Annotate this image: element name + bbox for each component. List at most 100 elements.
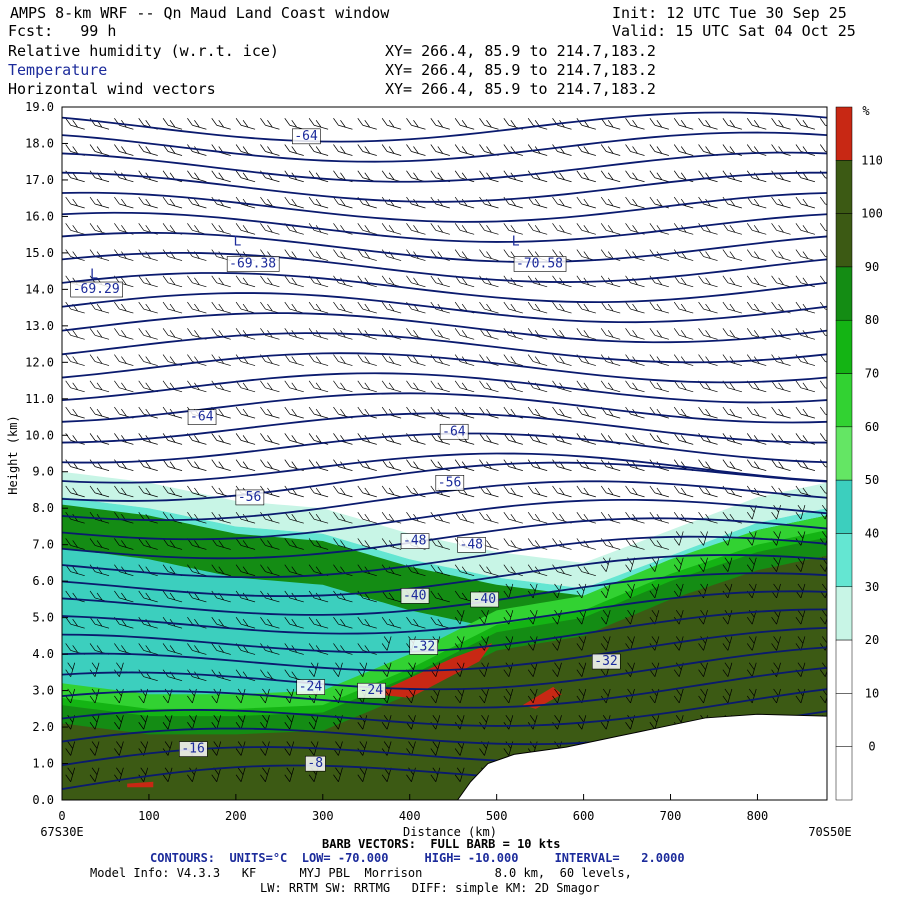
isotherm-line: [62, 646, 827, 691]
wind-barb: [722, 118, 742, 130]
y-tick-label: 6.0: [32, 574, 54, 588]
wind-barb: [357, 301, 377, 314]
wind-barb: [576, 636, 587, 651]
isotherm-line: [62, 498, 827, 541]
wind-barb: [65, 538, 85, 550]
wind-barb: [479, 380, 499, 393]
wind-barb: [235, 511, 256, 524]
wind-barb: [673, 328, 694, 340]
wind-barb: [527, 688, 538, 704]
wind-barb: [552, 485, 572, 498]
wind-barb: [381, 485, 402, 498]
wind-barb: [576, 301, 596, 314]
wind-barb: [138, 538, 158, 550]
wind-barb: [406, 144, 426, 156]
wind-barb: [406, 459, 426, 471]
wind-barb: [406, 275, 426, 288]
wind-barb: [284, 538, 304, 550]
wind-barb: [89, 767, 100, 782]
valid-time: Valid: 15 UTC Sat 04 Oct 25: [612, 22, 856, 40]
wind-barb: [673, 118, 694, 130]
wind-barb: [187, 715, 197, 730]
wind-barb: [722, 688, 733, 704]
wind-barb: [649, 275, 669, 288]
contour-label: -48: [460, 537, 483, 552]
wind-barb: [479, 249, 499, 261]
colorbar-label: 30: [865, 580, 879, 594]
wind-barb: [673, 557, 684, 572]
wind-barb: [284, 406, 304, 419]
wind-barb: [795, 223, 816, 235]
wind-barb: [552, 406, 572, 419]
wind-barb: [576, 485, 596, 498]
wind-barb: [162, 196, 183, 209]
wind-barb: [235, 433, 256, 445]
wind-barb: [819, 380, 827, 389]
wind-barb: [138, 196, 158, 209]
wind-barb: [600, 609, 611, 625]
colorbar-segment: [835, 106, 853, 161]
wind-barb: [308, 196, 329, 209]
wind-barb: [187, 643, 207, 655]
wind-barb: [114, 144, 134, 156]
wind-barb: [503, 301, 523, 314]
isotherm-line: [62, 608, 827, 654]
wind-barb: [673, 301, 694, 314]
wind-barb: [746, 406, 767, 419]
x-tick-label: 500: [486, 809, 508, 823]
isotherm-line: [62, 211, 827, 243]
y-tick-label: 14.0: [25, 282, 54, 296]
wind-barb: [89, 196, 110, 209]
wind-barb: [649, 380, 669, 393]
wind-barb: [260, 380, 280, 393]
wind-barb: [138, 643, 158, 655]
colorbar-segment: [835, 426, 853, 481]
wind-barb: [114, 196, 134, 209]
terrain-layer: [456, 713, 827, 800]
wind-barb: [576, 223, 596, 235]
wind-barb: [406, 380, 426, 393]
colorbar-label: 0: [868, 740, 875, 754]
wind-barb: [333, 511, 353, 524]
wind-barb: [503, 538, 523, 550]
wind-barb: [771, 636, 781, 651]
y-tick-label: 5.0: [32, 611, 54, 625]
isotherm-line: [62, 191, 827, 223]
wind-barb: [333, 354, 353, 366]
isotherm-line: [62, 332, 827, 364]
wind-barb: [503, 354, 523, 366]
isotherm-line: [62, 412, 827, 444]
wind-barb: [552, 301, 572, 314]
wind-barb: [795, 557, 806, 572]
wind-barb: [333, 767, 343, 782]
wind-barb: [454, 223, 475, 235]
wind-barb: [795, 196, 816, 209]
colorbar-label: 20: [865, 633, 879, 647]
wind-barb: [114, 715, 124, 730]
isotherm-line: [62, 688, 827, 727]
wind-barb: [722, 636, 733, 651]
wind-barb: [698, 275, 718, 288]
isotherm-line: [62, 572, 827, 616]
wind-barb: [479, 433, 499, 445]
wind-barb: [333, 144, 353, 156]
y-tick-label: 19.0: [25, 100, 54, 114]
y-tick-label: 13.0: [25, 319, 54, 333]
contour-label: -64: [442, 424, 466, 439]
isotherm-line: [62, 251, 827, 283]
wind-barb: [625, 301, 645, 314]
wind-barb: [430, 564, 450, 577]
wind-barb: [357, 144, 377, 156]
wind-barb: [454, 144, 475, 156]
contour-legend: CONTOURS: UNITS=°C LOW= -70.000 HIGH= -1…: [150, 851, 685, 865]
wind-barb: [138, 485, 158, 498]
x-tick-label: 200: [225, 809, 247, 823]
wind-barb: [187, 564, 207, 577]
wind-barb: [673, 485, 694, 498]
wind-barb: [187, 301, 207, 314]
wind-barb: [211, 118, 231, 130]
wind-barb: [138, 715, 149, 730]
wind-barb: [235, 564, 256, 577]
wind-barb: [600, 328, 621, 340]
wind-barb: [430, 741, 441, 756]
